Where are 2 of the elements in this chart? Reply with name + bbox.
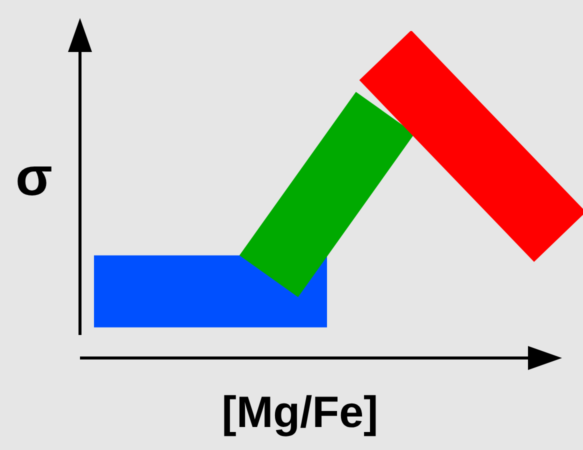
x-axis-title: [Mg/Fe]	[222, 388, 378, 438]
y-axis-title: σ	[16, 146, 52, 207]
